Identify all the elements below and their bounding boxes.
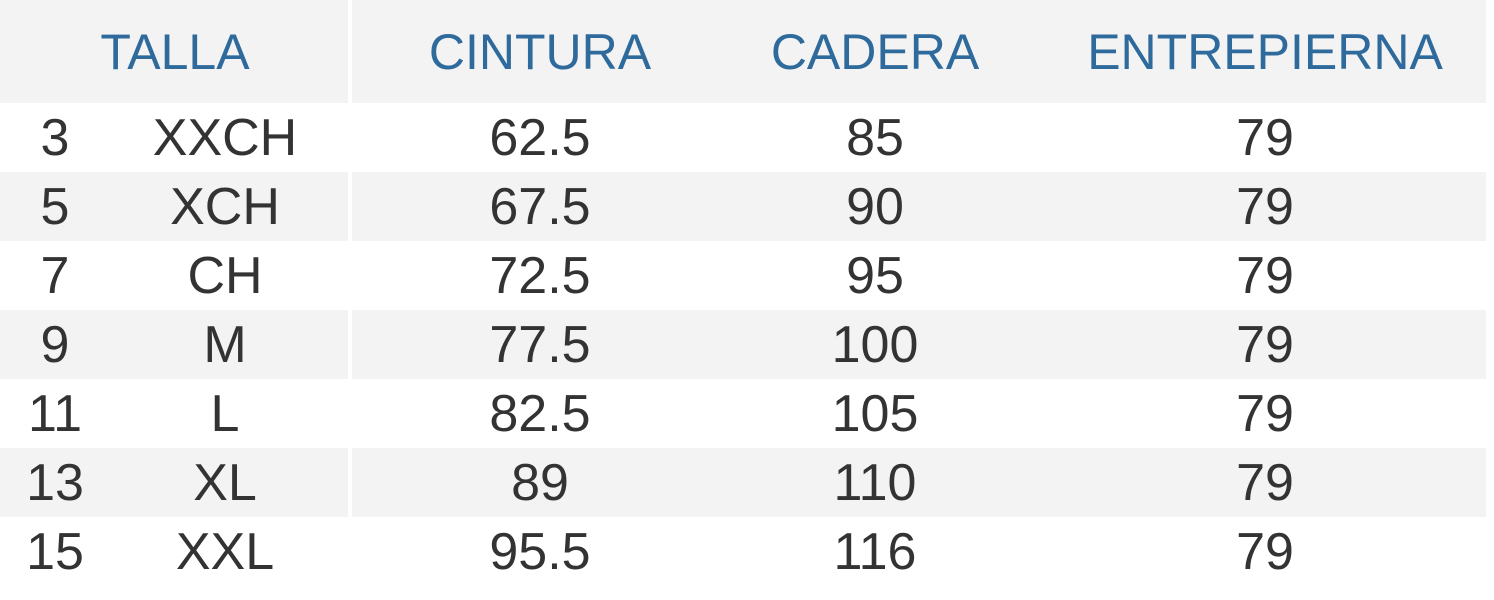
table-cell: 90 xyxy=(846,177,904,236)
table-row: 11 L 82.5 105 79 xyxy=(0,379,1486,448)
header-cell: CINTURA xyxy=(428,23,652,80)
table-cell: 3 xyxy=(40,108,70,167)
table-row: 3 XXCH 62.5 85 79 xyxy=(0,103,1486,172)
table-row: 7 CH 72.5 95 79 xyxy=(0,241,1486,310)
table-cell: XXCH xyxy=(152,108,298,167)
table-cell: 79 xyxy=(1236,522,1294,581)
table-cell: 79 xyxy=(1236,177,1294,236)
table-cell: 85 xyxy=(846,108,904,167)
table-cell: 79 xyxy=(1236,108,1294,167)
table-cell: 13 xyxy=(26,453,84,512)
header-row: TALLA CINTURA CADERA ENTREPIERNA xyxy=(0,0,1486,103)
table-cell: 15 xyxy=(26,522,84,581)
column-divider xyxy=(348,0,352,596)
table-cell: L xyxy=(210,384,240,443)
header-cell: ENTREPIERNA xyxy=(1087,23,1443,80)
table-cell: 100 xyxy=(831,315,919,374)
header-cell: TALLA xyxy=(100,23,250,80)
table-cell: M xyxy=(203,315,247,374)
table-cell: XXL xyxy=(175,522,275,581)
table-cell: 116 xyxy=(833,522,917,581)
table-cell: XCH xyxy=(170,177,280,236)
table-cell: 67.5 xyxy=(489,177,591,236)
table-row: 15 XXL 95.5 116 79 xyxy=(0,517,1486,586)
header-cell: CADERA xyxy=(770,23,980,80)
table-cell: 95.5 xyxy=(489,522,591,581)
table-cell: 79 xyxy=(1236,453,1294,512)
table-cell: 11 xyxy=(28,384,82,443)
table-row: 9 M 77.5 100 79 xyxy=(0,310,1486,379)
table-cell: 62.5 xyxy=(489,108,591,167)
table-cell: 9 xyxy=(40,315,70,374)
table-cell: 89 xyxy=(511,453,569,512)
table-cell: 79 xyxy=(1236,315,1294,374)
table-cell: 5 xyxy=(40,177,70,236)
table-cell: 95 xyxy=(846,246,904,305)
table-cell: 79 xyxy=(1236,246,1294,305)
table-cell: 77.5 xyxy=(489,315,591,374)
table-cell: 72.5 xyxy=(489,246,591,305)
table-cell: CH xyxy=(187,246,263,305)
table-row: 13 XL 89 110 79 xyxy=(0,448,1486,517)
table-cell: 110 xyxy=(833,453,917,512)
table-cell: 7 xyxy=(40,246,70,305)
table-cell: 79 xyxy=(1236,384,1294,443)
table-cell: XL xyxy=(193,453,257,512)
table-cell: 105 xyxy=(831,384,919,443)
table-cell: 82.5 xyxy=(489,384,591,443)
table-row: 5 XCH 67.5 90 79 xyxy=(0,172,1486,241)
